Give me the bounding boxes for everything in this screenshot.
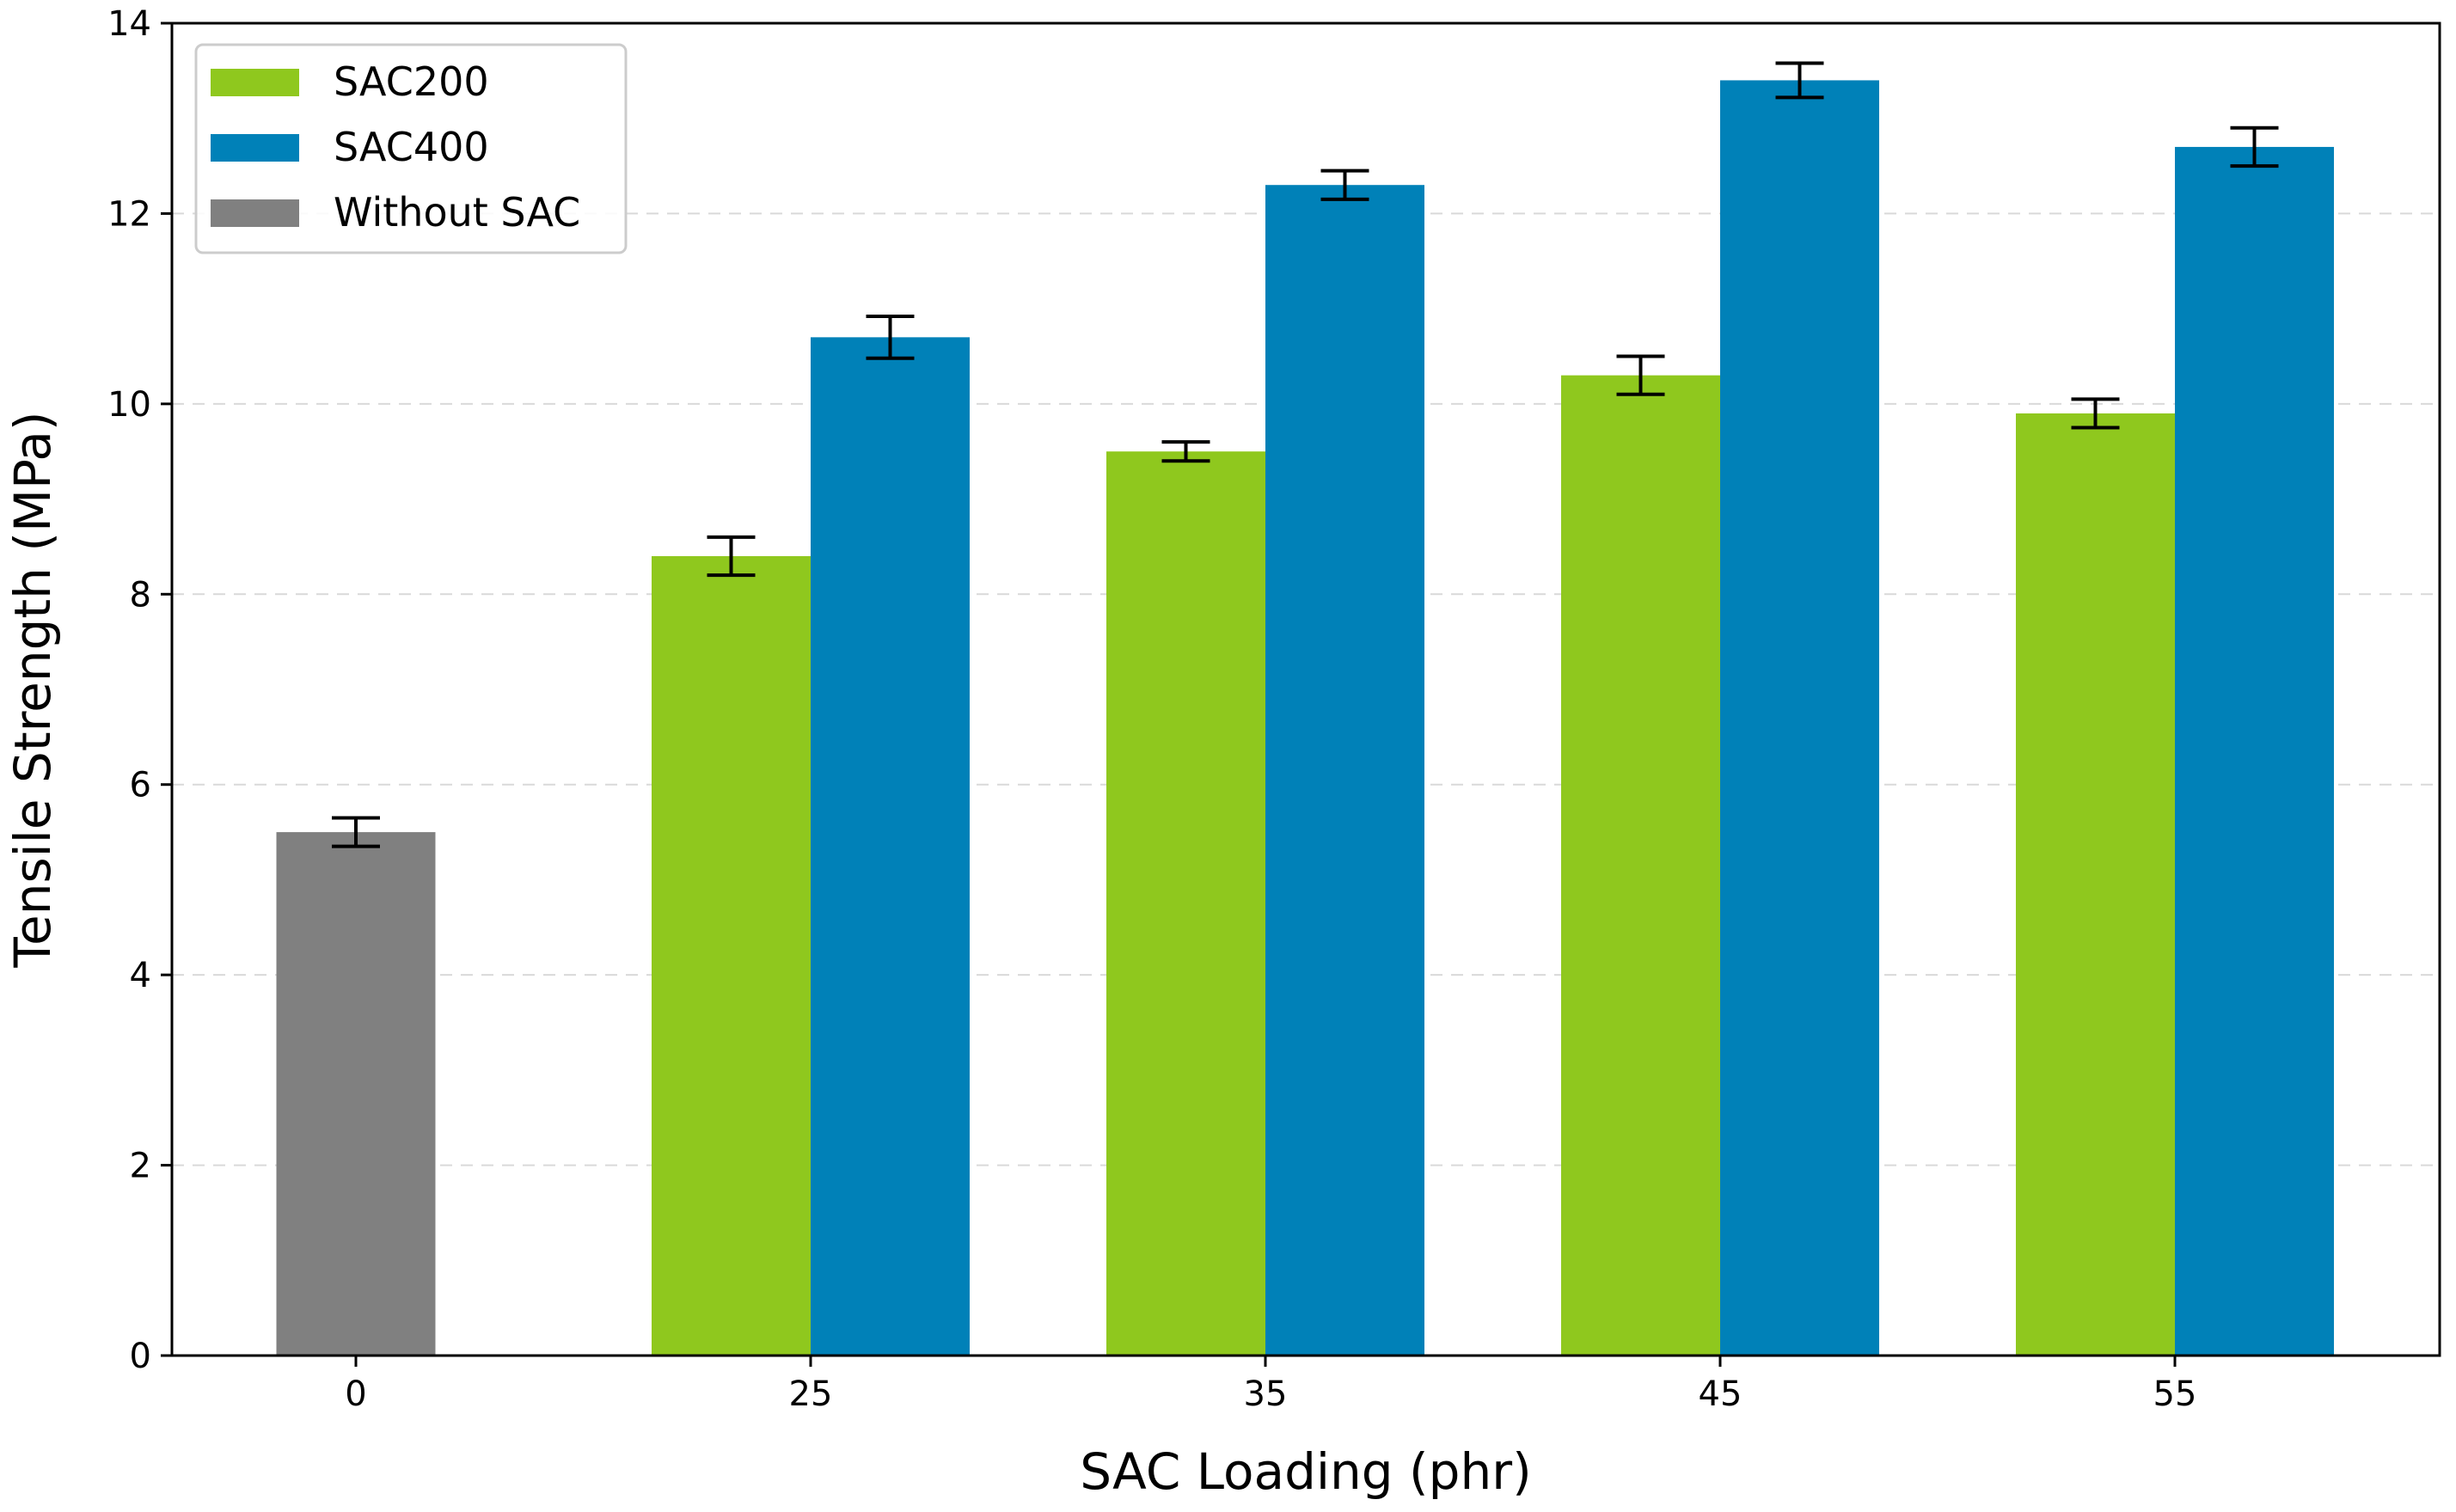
bar-sac200-45 — [1561, 375, 1720, 1356]
legend-swatch-sac200 — [211, 69, 299, 96]
y-tick-label-0: 0 — [130, 1337, 151, 1376]
bar-sac400-25 — [811, 337, 970, 1356]
y-tick-label-14: 14 — [107, 4, 151, 44]
y-tick-label-8: 8 — [130, 575, 151, 615]
error-bar-sac200-45 — [1616, 354, 1665, 396]
error-bar-sac200-55 — [2071, 397, 2120, 430]
error-bar-sac400-25 — [866, 315, 915, 360]
x-tick-label-25: 25 — [789, 1374, 833, 1414]
x-axis-label: SAC Loading (phr) — [1080, 1442, 1531, 1501]
x-ticks: 0 25 35 45 55 — [345, 1356, 2196, 1414]
error-bar-sac400-35 — [1320, 168, 1369, 201]
error-bars — [332, 61, 2279, 848]
x-tick-label-55: 55 — [2153, 1374, 2197, 1414]
error-bar-without-sac-0 — [332, 816, 380, 848]
x-tick-label-35: 35 — [1244, 1374, 1288, 1414]
bar-sac400-45 — [1720, 80, 1879, 1356]
bar-sac200-25 — [652, 556, 811, 1356]
y-tick-label-12: 12 — [107, 194, 151, 234]
bar-sac200-35 — [1106, 451, 1265, 1356]
legend-label-sac200: SAC200 — [334, 58, 489, 105]
bars — [276, 80, 2334, 1356]
legend: SAC200 SAC400 Without SAC — [194, 43, 628, 254]
y-tick-label-2: 2 — [130, 1147, 151, 1186]
y-tick-label-10: 10 — [107, 385, 151, 425]
y-axis-label: Tensile Strength (MPa) — [3, 411, 62, 968]
error-bar-sac200-35 — [1161, 440, 1210, 463]
bar-sac400-55 — [2175, 146, 2334, 1356]
y-tick-label-4: 4 — [130, 956, 151, 995]
legend-swatch-without-sac — [211, 199, 299, 227]
error-bar-sac200-25 — [707, 535, 756, 578]
x-tick-label-45: 45 — [1699, 1374, 1742, 1414]
error-bar-sac400-45 — [1775, 61, 1824, 100]
error-bar-sac400-55 — [2230, 125, 2279, 168]
legend-swatch-sac400 — [211, 134, 299, 162]
legend-label-sac400: SAC400 — [334, 124, 489, 170]
x-tick-label-0: 0 — [345, 1374, 366, 1414]
y-ticks: 0 2 4 6 8 10 12 14 — [107, 4, 172, 1376]
plot-frame — [170, 21, 2441, 1357]
bar-without-sac-0 — [276, 832, 436, 1356]
legend-box — [194, 43, 628, 254]
bar-sac400-35 — [1265, 185, 1424, 1356]
bar-sac200-55 — [2016, 413, 2175, 1356]
y-tick-label-6: 6 — [130, 766, 151, 805]
legend-label-without-sac: Without SAC — [334, 189, 580, 236]
